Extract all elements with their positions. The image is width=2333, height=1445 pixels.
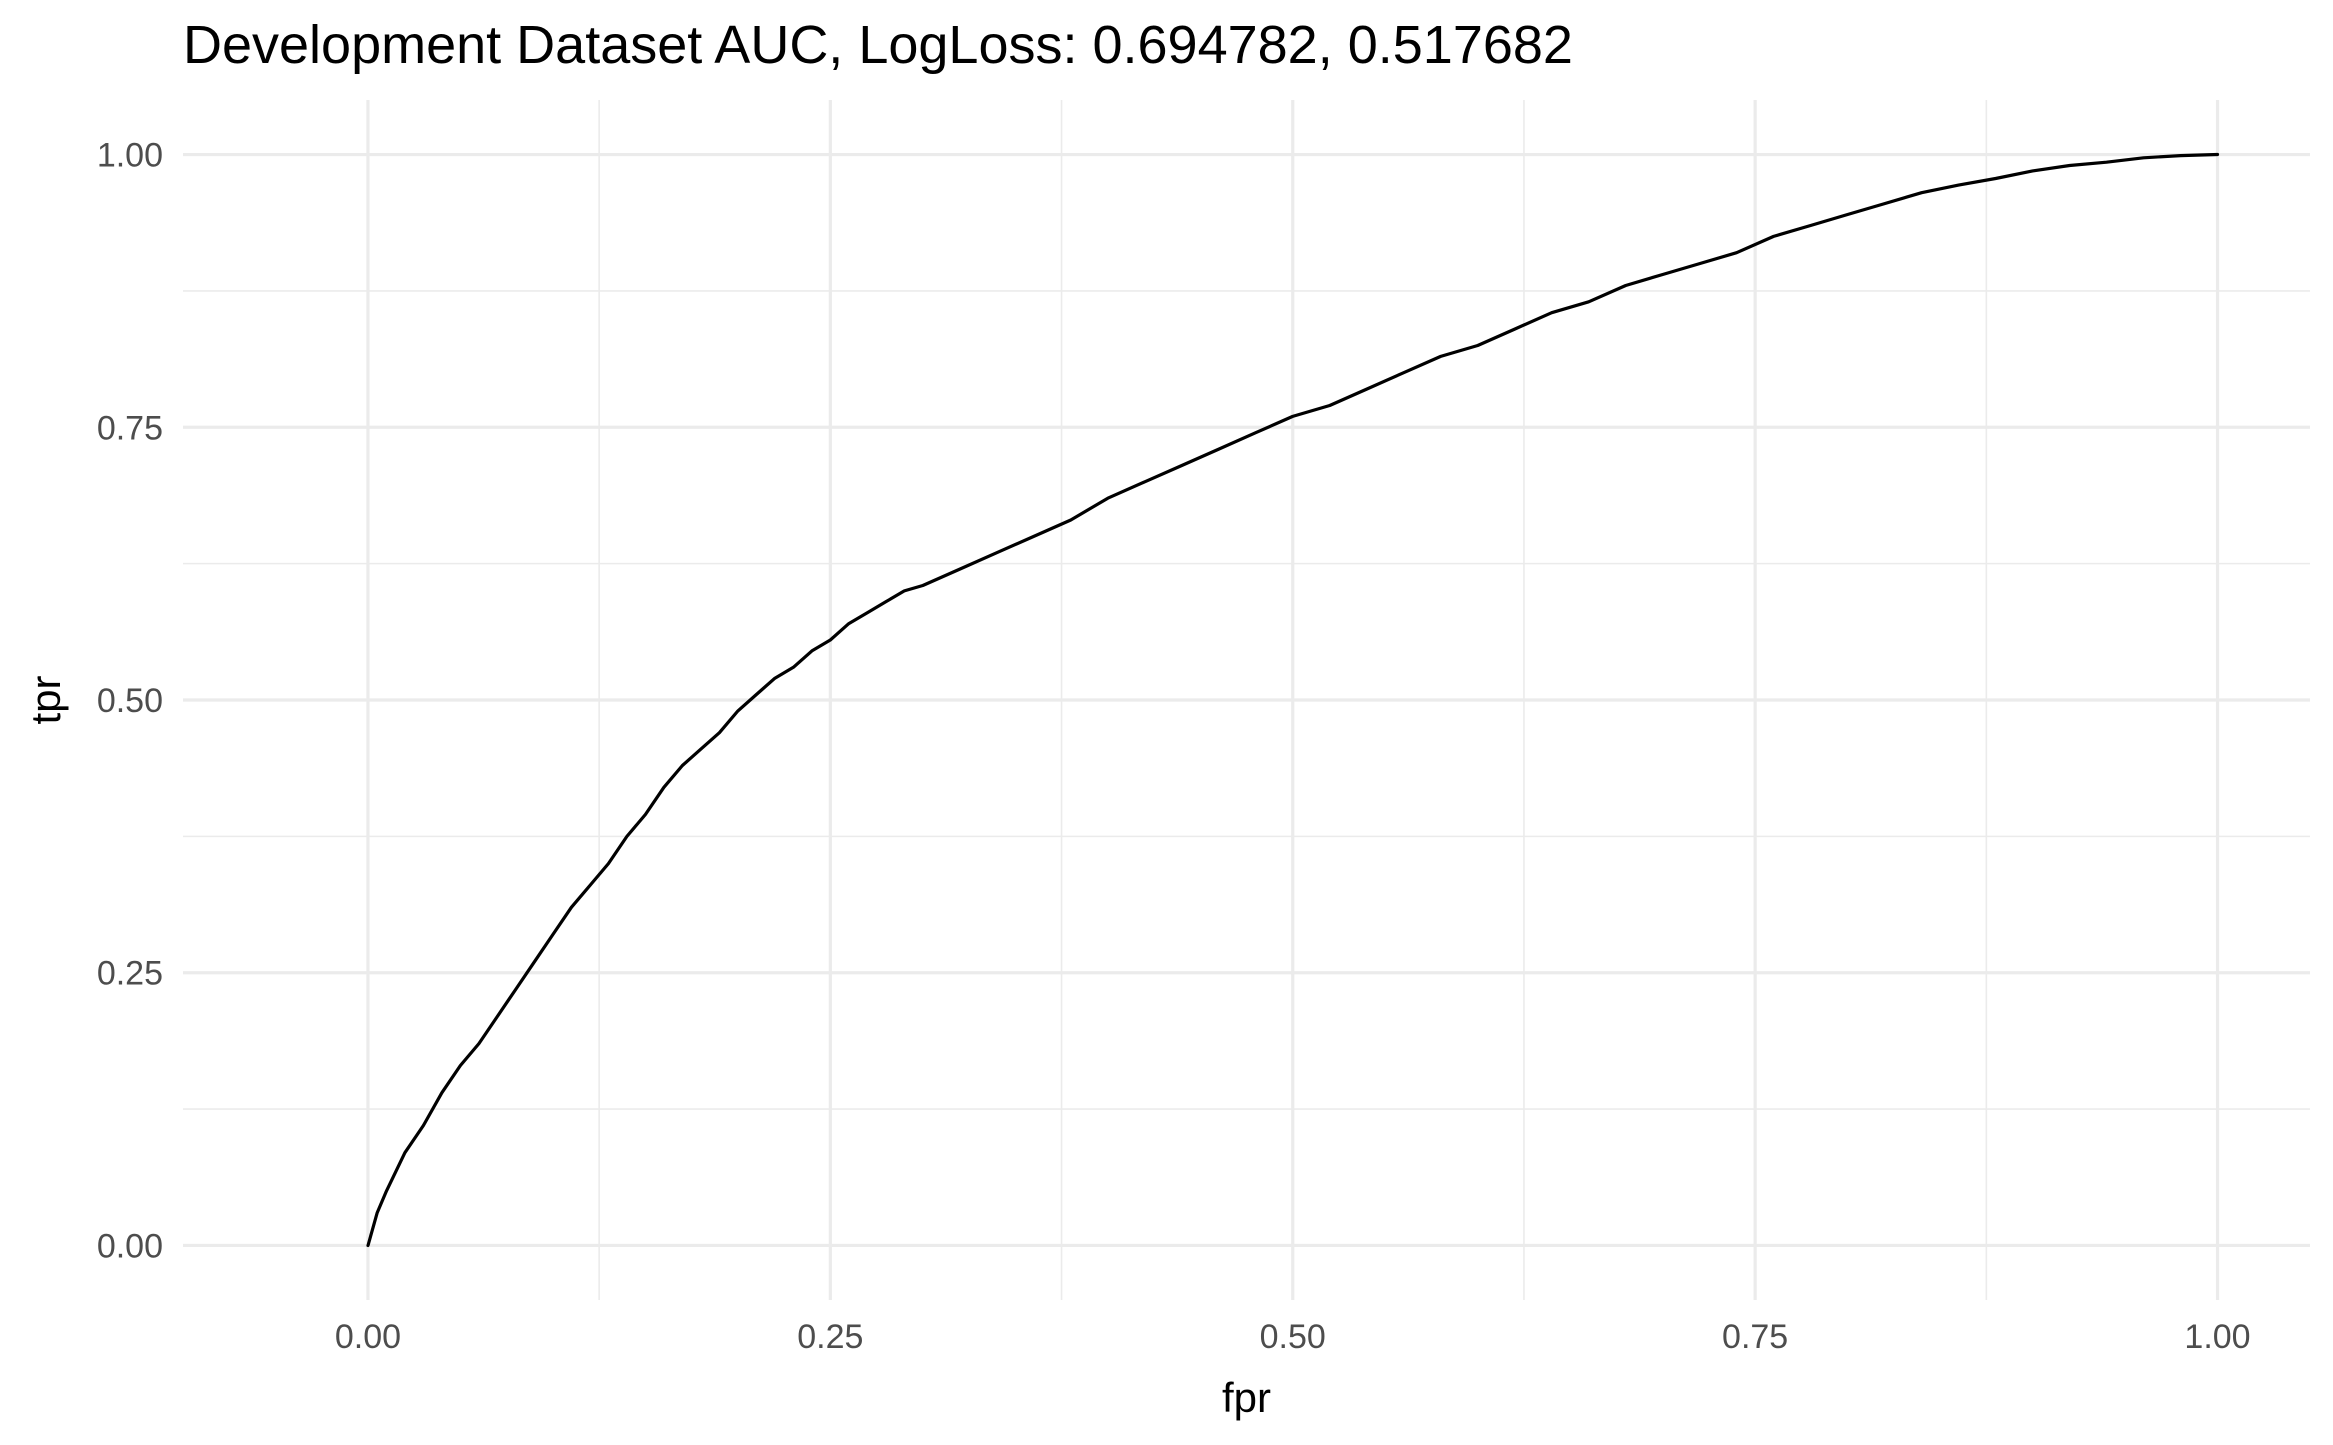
major-grid xyxy=(183,100,2310,1300)
x-tick-labels: 0.00 0.25 0.50 0.75 1.00 xyxy=(335,1318,2251,1356)
x-tick-label: 0.25 xyxy=(797,1318,863,1356)
y-tick-label: 0.75 xyxy=(97,409,163,447)
roc-curve-line xyxy=(366,152,2220,1248)
y-tick-label: 0.25 xyxy=(97,955,163,993)
y-tick-label: 0.50 xyxy=(97,682,163,720)
minor-grid xyxy=(183,100,2310,1300)
x-tick-label: 0.75 xyxy=(1722,1318,1788,1356)
y-tick-labels: 0.00 0.25 0.50 0.75 1.00 xyxy=(97,137,163,1266)
x-tick-label: 0.50 xyxy=(1260,1318,1326,1356)
y-tick-label: 0.00 xyxy=(97,1227,163,1265)
y-axis-title: tpr xyxy=(22,675,69,724)
x-tick-label: 0.00 xyxy=(335,1318,401,1356)
series-layer xyxy=(366,152,2220,1248)
x-axis-title: fpr xyxy=(1222,1374,1271,1421)
chart-title: Development Dataset AUC, LogLoss: 0.6947… xyxy=(183,15,1573,75)
y-tick-label: 1.00 xyxy=(97,137,163,175)
x-tick-label: 1.00 xyxy=(2184,1318,2250,1356)
